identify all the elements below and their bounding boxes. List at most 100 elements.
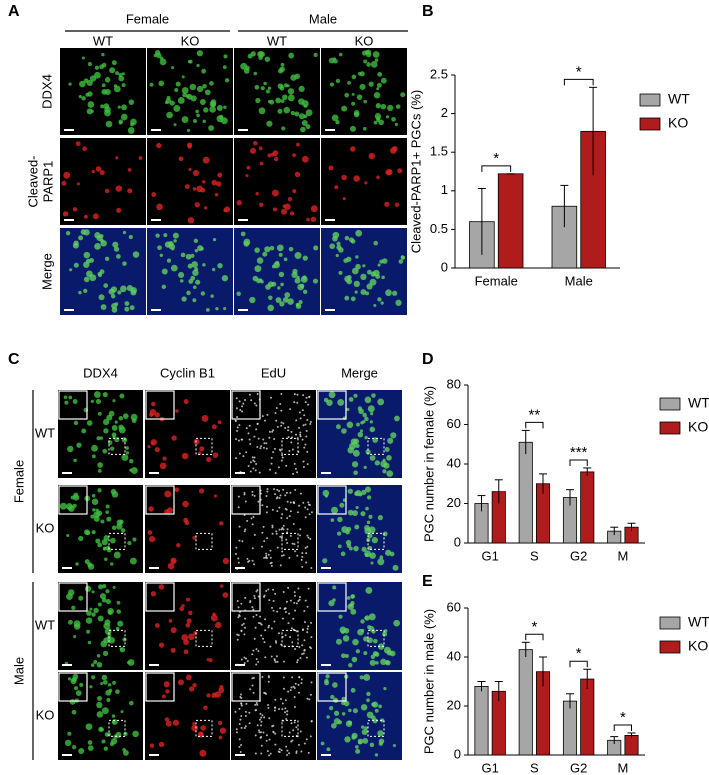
- cell: [344, 235, 350, 241]
- cell: [374, 58, 379, 62]
- cell: [352, 638, 359, 646]
- cell: [362, 264, 366, 268]
- cell: [354, 290, 358, 294]
- cell: [237, 561, 240, 564]
- cell: [302, 652, 305, 655]
- cell: [272, 724, 275, 727]
- cell: [110, 562, 114, 566]
- cell: [284, 707, 287, 710]
- cell: [163, 681, 170, 688]
- inset: [58, 485, 88, 515]
- cell: [350, 146, 356, 152]
- cell: [273, 709, 276, 712]
- cell: [301, 565, 304, 568]
- cell: [294, 111, 300, 117]
- cell: [79, 682, 84, 687]
- cell: [271, 508, 274, 511]
- cell: [306, 605, 309, 608]
- cell: [181, 116, 189, 123]
- cell: [266, 490, 269, 493]
- y-tick-label: 20: [447, 697, 461, 712]
- cell: [195, 109, 199, 114]
- cell: [358, 492, 363, 497]
- cell: [253, 597, 256, 600]
- cell: [250, 399, 253, 402]
- cell: [296, 471, 299, 474]
- cell: [262, 251, 268, 257]
- cell: [361, 489, 367, 496]
- cell: [337, 720, 342, 725]
- cell: [121, 454, 129, 461]
- cell: [344, 295, 350, 301]
- cell: [238, 738, 241, 741]
- cell: [257, 660, 260, 663]
- cell: [280, 536, 283, 539]
- cell: [235, 728, 238, 731]
- cell: [392, 564, 399, 571]
- cell: [264, 656, 267, 659]
- cell: [182, 500, 189, 508]
- cell: [392, 744, 396, 748]
- cell: [284, 203, 291, 211]
- cell: [308, 503, 311, 506]
- cell: [348, 708, 352, 713]
- inset: [145, 672, 175, 702]
- cell: [113, 246, 120, 252]
- cell: [100, 104, 105, 109]
- inset: [317, 672, 347, 702]
- cell: [237, 439, 240, 442]
- cell: [301, 409, 304, 412]
- cell: [280, 749, 283, 752]
- cell: [78, 748, 85, 755]
- group-label: Male: [11, 657, 26, 685]
- x-tick-label: M: [617, 760, 628, 775]
- cell: [85, 723, 93, 731]
- cell: [330, 518, 335, 522]
- cell: [96, 653, 101, 658]
- cell: [304, 443, 307, 446]
- cell: [159, 253, 164, 257]
- cell: [111, 60, 117, 66]
- cell: [289, 510, 292, 513]
- cell: [101, 83, 106, 88]
- cell: [99, 727, 104, 732]
- cell: [240, 62, 248, 70]
- cell: [326, 747, 331, 752]
- cell: [299, 730, 302, 733]
- cell: [384, 201, 390, 207]
- cell: [105, 120, 113, 128]
- y-tick-label: 0: [441, 259, 448, 274]
- cell: [287, 426, 290, 429]
- cell: [284, 607, 287, 610]
- cell: [210, 614, 218, 622]
- cell: [347, 80, 351, 85]
- cell: [312, 278, 318, 284]
- bar: [624, 735, 639, 756]
- cell: [188, 686, 195, 692]
- cell: [280, 208, 287, 215]
- cell: [115, 185, 123, 192]
- cell: [353, 470, 358, 476]
- cell: [163, 233, 168, 238]
- cell: [373, 638, 378, 644]
- cell: [91, 612, 96, 617]
- cell: [377, 515, 383, 521]
- inset: [231, 672, 261, 702]
- cell: [242, 622, 245, 625]
- cell: [385, 115, 390, 119]
- cell: [183, 649, 189, 655]
- cell: [110, 293, 116, 299]
- cell: [113, 551, 121, 559]
- sig-bracket: [613, 724, 633, 731]
- cell: [158, 642, 165, 648]
- cell: [259, 447, 262, 450]
- cell: [90, 514, 95, 519]
- cell: [329, 82, 335, 87]
- cell: [277, 83, 284, 89]
- cell: [178, 156, 184, 162]
- cell: [287, 690, 290, 693]
- cell: [272, 731, 275, 734]
- cell: [265, 552, 268, 555]
- cell: [282, 554, 285, 557]
- legend-swatch: [639, 93, 661, 107]
